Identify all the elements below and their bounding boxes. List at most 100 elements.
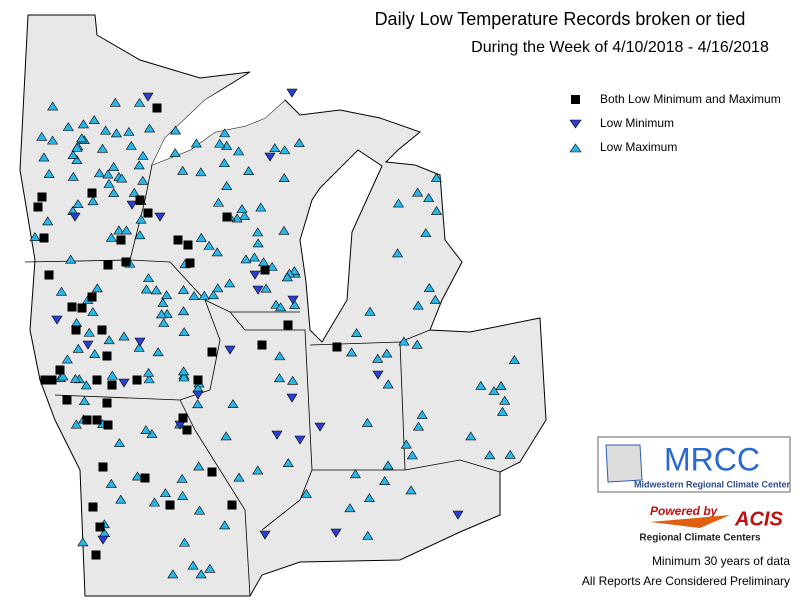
low-maximum (87, 307, 99, 316)
both-records (183, 240, 193, 250)
low-maximum (289, 299, 301, 309)
low-maximum (116, 173, 128, 183)
low-minimum (142, 92, 154, 102)
low-maximum (150, 285, 162, 295)
low-maximum (106, 370, 118, 380)
both-records (173, 235, 183, 245)
low-maximum (158, 318, 170, 327)
low-maximum (178, 372, 190, 382)
low-maximum (157, 297, 169, 307)
both-records (62, 395, 72, 405)
low-minimum (252, 285, 264, 295)
both-records (33, 202, 43, 212)
low-maximum (219, 520, 231, 530)
low-maximum (496, 406, 509, 416)
both-records (92, 415, 102, 425)
low-maximum (91, 283, 103, 293)
low-maximum (495, 380, 507, 390)
both-records (135, 195, 145, 205)
both-records (103, 420, 113, 430)
low-maximum (177, 490, 189, 500)
mrcc-logo: MRCC Midwestern Regional Climate Center (597, 436, 791, 493)
low-maximum (177, 285, 190, 294)
low-minimum (286, 393, 298, 403)
low-maximum (282, 458, 294, 467)
low-maximum (412, 421, 425, 431)
low-maximum (110, 128, 122, 138)
both-records (121, 257, 131, 267)
legend-label: Low Minimum (600, 116, 674, 130)
low-maximum (115, 494, 127, 504)
lake-superior (152, 72, 285, 165)
low-maximum (93, 168, 106, 178)
legend-up-triangle (569, 143, 582, 153)
low-maximum (103, 335, 115, 345)
low-maximum (344, 503, 356, 513)
low-maximum (212, 197, 225, 207)
both-records (207, 467, 217, 477)
low-maximum (227, 399, 239, 408)
low-minimum (82, 340, 94, 350)
both-records (222, 212, 232, 222)
low-maximum (178, 366, 190, 376)
low-maximum (207, 290, 219, 300)
low-minimum (452, 510, 464, 520)
logo-subtext: Midwestern Regional Climate Center (634, 479, 791, 489)
low-maximum (76, 133, 88, 143)
low-maximum (120, 225, 132, 235)
low-maximum (219, 128, 231, 138)
low-maximum (109, 97, 121, 107)
low-maximum (195, 167, 207, 177)
low-minimum (192, 390, 204, 400)
both-records (132, 375, 142, 385)
both-records (55, 365, 65, 375)
both-records (182, 425, 192, 435)
both-records (102, 351, 112, 361)
footer-note: All Reports Are Considered Preliminary (582, 574, 790, 588)
title: Daily Low Temperature Records broken or … (375, 9, 746, 29)
low-maximum (221, 181, 233, 190)
low-maximum (77, 119, 90, 129)
lake-michigan (299, 149, 383, 343)
low-maximum (252, 238, 264, 248)
low-maximum (62, 122, 74, 131)
low-maximum (420, 228, 432, 238)
low-maximum (78, 396, 90, 406)
both-records (71, 325, 81, 335)
low-maximum (72, 343, 84, 353)
both-records (116, 235, 126, 245)
acis-text: ACIS (734, 508, 783, 530)
low-maximum (152, 347, 164, 357)
low-maximum (214, 138, 226, 148)
low-maximum (430, 172, 442, 182)
powered-by: Powered by (650, 504, 719, 518)
low-maximum (88, 115, 100, 124)
legend-down-triangle (569, 119, 582, 129)
low-maximum (406, 450, 418, 460)
low-maximum (198, 290, 210, 300)
low-maximum (134, 230, 146, 240)
both-records (283, 320, 293, 330)
low-maximum (71, 142, 83, 152)
low-maximum (87, 196, 99, 206)
both-records (67, 302, 77, 312)
low-maximum (504, 449, 516, 459)
low-maximum (233, 472, 245, 482)
low-maximum (274, 351, 286, 361)
legend-square (571, 95, 580, 104)
both-records (92, 375, 102, 385)
low-maximum (412, 187, 424, 197)
low-minimum (314, 422, 326, 432)
low-maximum (125, 140, 137, 150)
low-maximum (423, 283, 435, 292)
low-maximum (193, 461, 205, 471)
low-maximum (484, 450, 496, 460)
low-maximum (67, 150, 79, 159)
low-maximum (96, 143, 109, 153)
both-records (207, 347, 217, 357)
low-maximum (123, 126, 135, 136)
low-maximum (411, 339, 423, 349)
both-records (88, 502, 98, 512)
low-maximum (499, 395, 511, 405)
low-maximum (155, 309, 168, 319)
